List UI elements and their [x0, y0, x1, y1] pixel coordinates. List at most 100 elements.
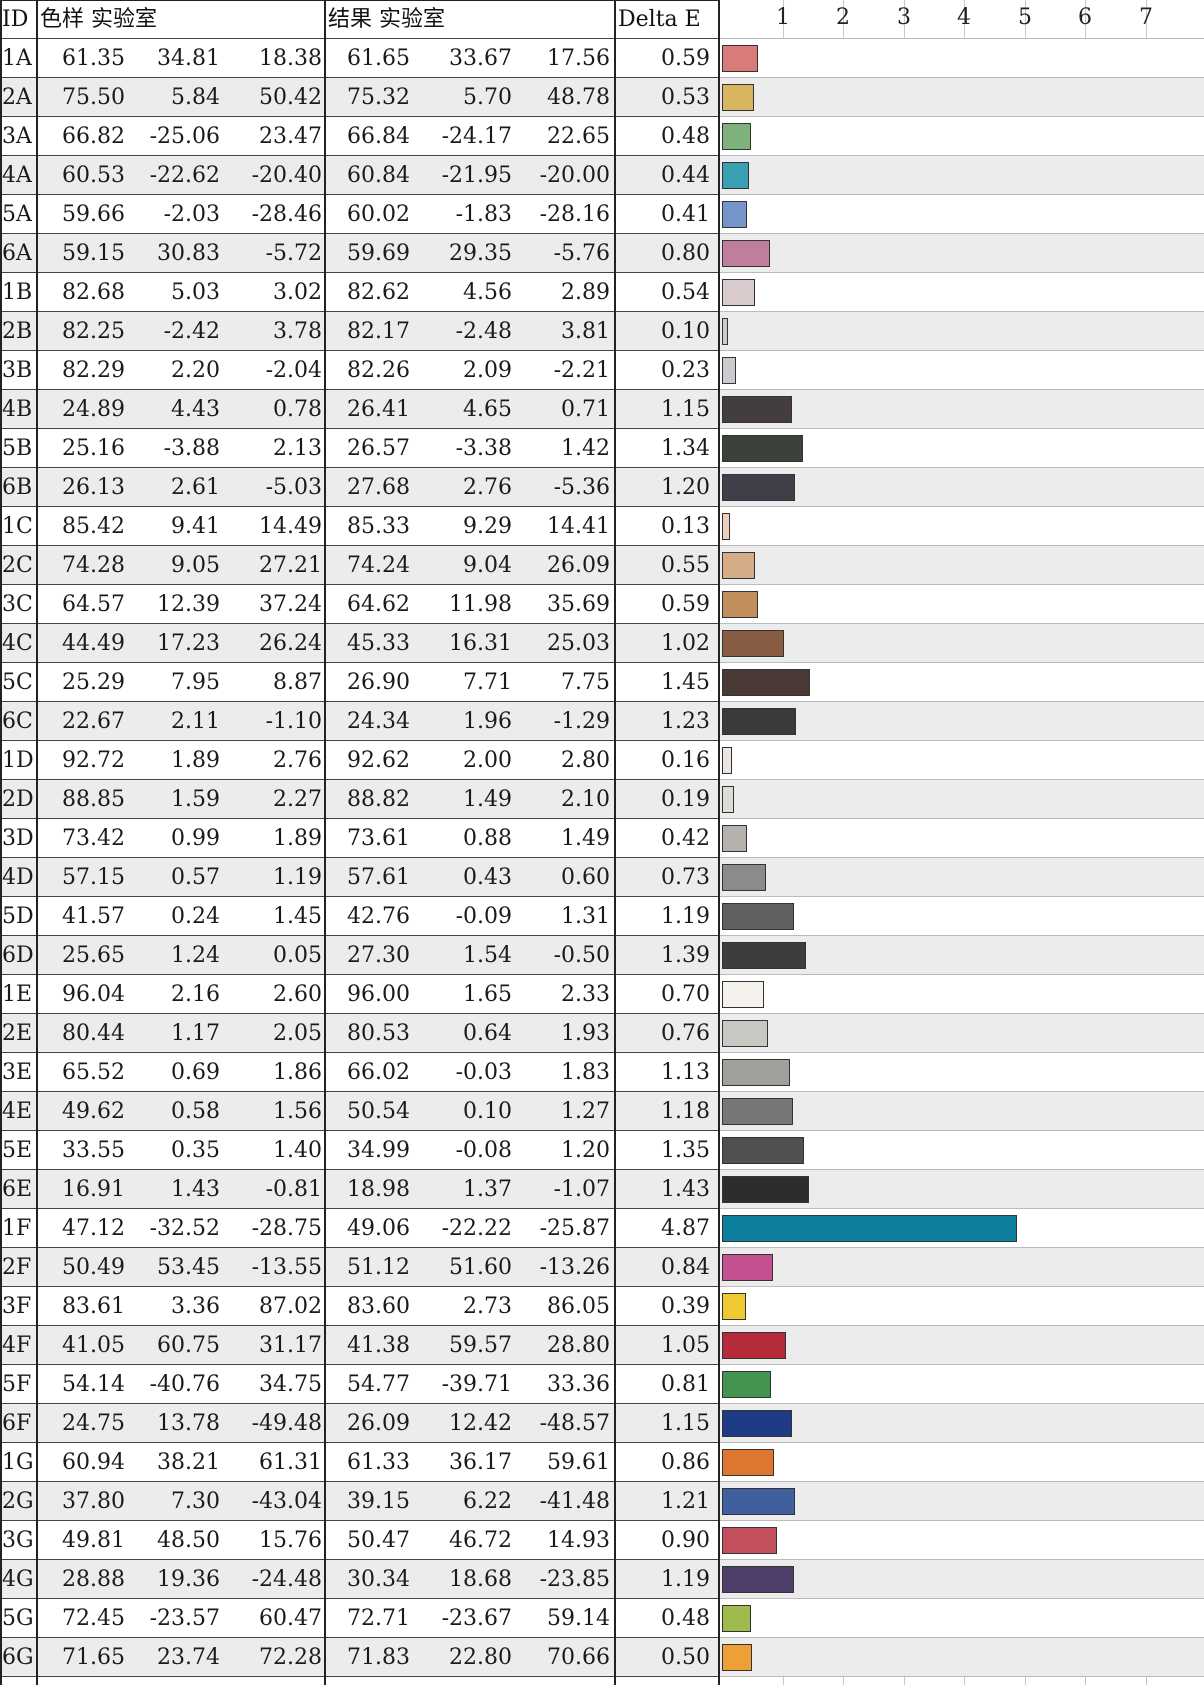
row-divider	[0, 1598, 720, 1599]
delta-e-value: 0.13	[661, 514, 710, 539]
chart-row-divider	[720, 1559, 1204, 1560]
delta-e-value: 0.48	[661, 124, 710, 149]
sample-L-value: 41.05	[62, 1333, 125, 1358]
table-row: 3C 64.57 12.39 37.24 64.62 11.98 35.69 0.59	[0, 585, 1204, 624]
sample-b-value: 1.40	[273, 1138, 322, 1163]
result-L-value: 27.30	[347, 943, 410, 968]
result-b-value: 1.49	[561, 826, 610, 851]
result-L-value: 24.34	[347, 709, 410, 734]
delta-e-bar	[722, 1449, 774, 1476]
sample-a-value: 2.20	[171, 358, 220, 383]
table-row: 6G 71.65 23.74 72.28 71.83 22.80 70.66 0.50	[0, 1638, 1204, 1677]
result-a-value: 0.43	[463, 865, 512, 890]
header-sample-lab: 色样 实验室	[40, 7, 157, 32]
delta-e-bar	[722, 1410, 792, 1437]
delta-e-value: 0.90	[661, 1528, 710, 1553]
result-a-value: -0.08	[455, 1138, 512, 1163]
table-row: 4E 49.62 0.58 1.56 50.54 0.10 1.27 1.18	[0, 1092, 1204, 1131]
sample-a-value: 1.89	[171, 748, 220, 773]
table-row: 5A 59.66 -2.03 -28.46 60.02 -1.83 -28.16 0.41	[0, 195, 1204, 234]
sample-L-value: 22.67	[62, 709, 125, 734]
row-divider	[0, 1676, 720, 1677]
result-b-value: 86.05	[547, 1294, 610, 1319]
row-id: 4B	[2, 397, 33, 422]
chart-row-divider	[720, 1442, 1204, 1443]
row-id: 2C	[2, 553, 33, 578]
sample-b-value: 3.78	[273, 319, 322, 344]
table-row: 3D 73.42 0.99 1.89 73.61 0.88 1.49 0.42	[0, 819, 1204, 858]
result-L-value: 61.65	[347, 46, 410, 71]
sample-a-value: -2.03	[163, 202, 220, 227]
sample-a-value: 2.11	[171, 709, 220, 734]
row-id: 3G	[2, 1528, 34, 1553]
result-b-value: 2.80	[561, 748, 610, 773]
row-divider	[0, 662, 720, 663]
result-b-value: -0.50	[553, 943, 610, 968]
table-row: 3F 83.61 3.36 87.02 83.60 2.73 86.05 0.39	[0, 1287, 1204, 1326]
sample-a-value: 0.24	[171, 904, 220, 929]
result-a-value: 59.57	[449, 1333, 512, 1358]
row-id: 6G	[2, 1645, 34, 1670]
row-divider	[0, 818, 720, 819]
delta-e-bar	[722, 747, 732, 774]
result-a-value: 46.72	[449, 1528, 512, 1553]
result-b-value: 1.31	[561, 904, 610, 929]
delta-e-value: 0.50	[661, 1645, 710, 1670]
chart-row-divider	[720, 1013, 1204, 1014]
chart-row-divider	[720, 1286, 1204, 1287]
chart-row-divider	[720, 1130, 1204, 1131]
sample-b-value: 0.78	[273, 397, 322, 422]
result-b-value: 1.20	[561, 1138, 610, 1163]
row-divider	[0, 1052, 720, 1053]
result-a-value: 22.80	[449, 1645, 512, 1670]
sample-a-value: 9.41	[171, 514, 220, 539]
sample-L-value: 59.15	[62, 241, 125, 266]
result-L-value: 72.71	[347, 1606, 410, 1631]
row-id: 1D	[2, 748, 34, 773]
result-L-value: 71.83	[347, 1645, 410, 1670]
delta-e-value: 0.44	[661, 163, 710, 188]
sample-b-value: 26.24	[259, 631, 322, 656]
sample-L-value: 25.29	[62, 670, 125, 695]
chart-row-divider	[720, 818, 1204, 819]
chart-row-divider	[720, 779, 1204, 780]
sample-b-value: 1.89	[273, 826, 322, 851]
table-row: 2E 80.44 1.17 2.05 80.53 0.64 1.93 0.76	[0, 1014, 1204, 1053]
result-a-value: -2.48	[455, 319, 512, 344]
row-divider	[0, 857, 720, 858]
chart-row-divider	[720, 1403, 1204, 1404]
delta-e-bar	[722, 1137, 804, 1164]
result-L-value: 82.17	[347, 319, 410, 344]
delta-e-bar	[722, 591, 758, 618]
result-b-value: -41.48	[539, 1489, 610, 1514]
sample-a-value: 0.58	[171, 1099, 220, 1124]
result-a-value: -0.03	[455, 1060, 512, 1085]
result-b-value: 22.65	[547, 124, 610, 149]
row-divider	[0, 1325, 720, 1326]
result-a-value: 1.96	[463, 709, 512, 734]
delta-e-bar	[722, 1098, 794, 1125]
result-L-value: 41.38	[347, 1333, 410, 1358]
delta-e-value: 1.35	[661, 1138, 710, 1163]
sample-L-value: 25.16	[62, 436, 125, 461]
delta-e-bar	[722, 1605, 751, 1632]
delta-e-value: 0.41	[661, 202, 710, 227]
chart-row-divider	[720, 194, 1204, 195]
row-id: 4C	[2, 631, 33, 656]
sample-L-value: 71.65	[62, 1645, 125, 1670]
sample-a-value: -22.62	[149, 163, 220, 188]
delta-e-value: 0.55	[661, 553, 710, 578]
sample-L-value: 83.61	[62, 1294, 125, 1319]
sample-a-value: 17.23	[157, 631, 220, 656]
row-id: 1B	[2, 280, 33, 305]
sample-L-value: 59.66	[62, 202, 125, 227]
axis-tick-label-4: 4	[957, 5, 971, 30]
table-row: 4A 60.53 -22.62 -20.40 60.84 -21.95 -20.00 0.44	[0, 156, 1204, 195]
sample-L-value: 41.57	[62, 904, 125, 929]
sample-b-value: -28.46	[251, 202, 322, 227]
result-a-value: 2.73	[463, 1294, 512, 1319]
chart-row-divider	[720, 77, 1204, 78]
delta-e-value: 1.34	[661, 436, 710, 461]
delta-e-value: 1.15	[661, 397, 710, 422]
delta-e-bar	[722, 864, 767, 891]
